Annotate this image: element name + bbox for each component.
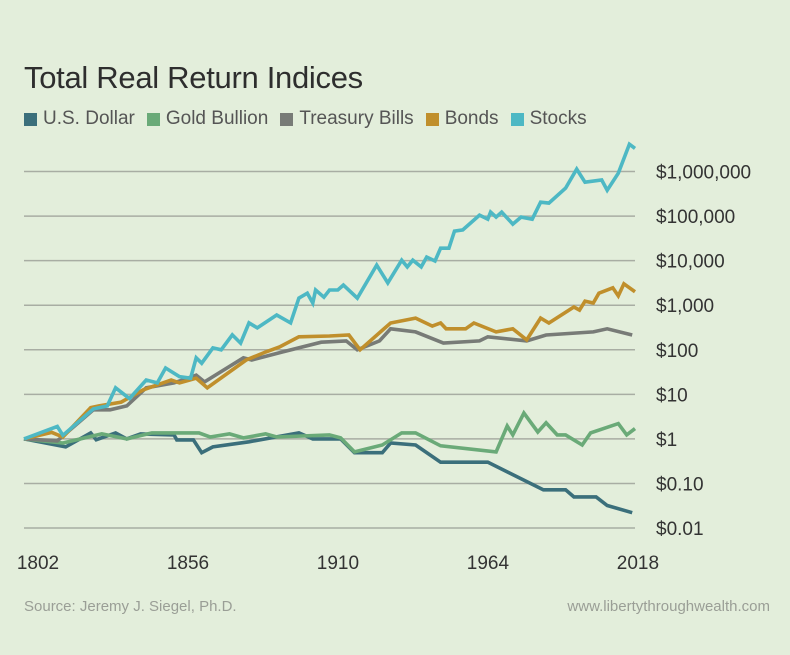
y-axis-labels: $1,000,000 $100,000 $10,000 $1,000 $100 $10 $1… [656, 163, 751, 541]
y-tick-label: $1,000,000 [656, 163, 751, 184]
legend-label: Gold Bullion [165, 108, 269, 129]
y-tick-label: $1,000 [656, 296, 714, 317]
legend: U.S. Dollar Gold Bullion Treasury Bills … [24, 108, 587, 130]
legend-label: Stocks [529, 108, 587, 129]
legend-swatch [425, 112, 439, 126]
x-axis-labels: 1802 1856 1910 1964 2018 [17, 553, 659, 574]
y-tick-label: $100 [656, 341, 698, 362]
legend-swatch [146, 112, 160, 126]
series-line-stocks [23, 141, 637, 441]
series-line-bonds [23, 281, 637, 441]
legend-swatch [280, 112, 294, 126]
y-tick-label: $10 [656, 385, 688, 406]
y-tick-label: $100,000 [656, 207, 735, 228]
legend-item-us-dollar: U.S. Dollar [24, 108, 135, 130]
x-tick-label: 1910 [317, 553, 359, 574]
legend-swatch [24, 112, 37, 126]
legend-swatch [510, 112, 524, 126]
x-tick-label: 1802 [17, 553, 59, 574]
y-tick-label: $1 [656, 430, 677, 451]
legend-label: Treasury Bills [299, 108, 414, 129]
website-link[interactable]: www.libertythroughwealth.com [567, 598, 770, 615]
legend-label: U.S. Dollar [43, 108, 135, 129]
series-line-gold-bullion [23, 409, 637, 454]
chart-title: Total Real Return Indices [24, 60, 363, 95]
y-tick-label: $10,000 [656, 252, 725, 273]
legend-item-treasury-bills: Treasury Bills [280, 108, 414, 130]
series-lines [23, 141, 637, 515]
x-tick-label: 1964 [467, 553, 510, 574]
legend-item-bonds: Bonds [425, 108, 499, 130]
source-note: Source: Jeremy J. Siegel, Ph.D. [24, 598, 237, 615]
y-tick-label: $0.10 [656, 474, 704, 495]
y-tick-label: $0.01 [656, 519, 704, 540]
legend-label: Bonds [444, 108, 499, 129]
series-line-treasury-bills [23, 326, 633, 443]
gridlines [24, 170, 635, 529]
legend-item-stocks: Stocks [510, 108, 587, 130]
legend-item-gold-bullion: Gold Bullion [146, 108, 269, 130]
series-line-u-s-dollar [23, 430, 633, 515]
x-tick-label: 1856 [167, 553, 209, 574]
x-tick-label: 2018 [617, 553, 659, 574]
